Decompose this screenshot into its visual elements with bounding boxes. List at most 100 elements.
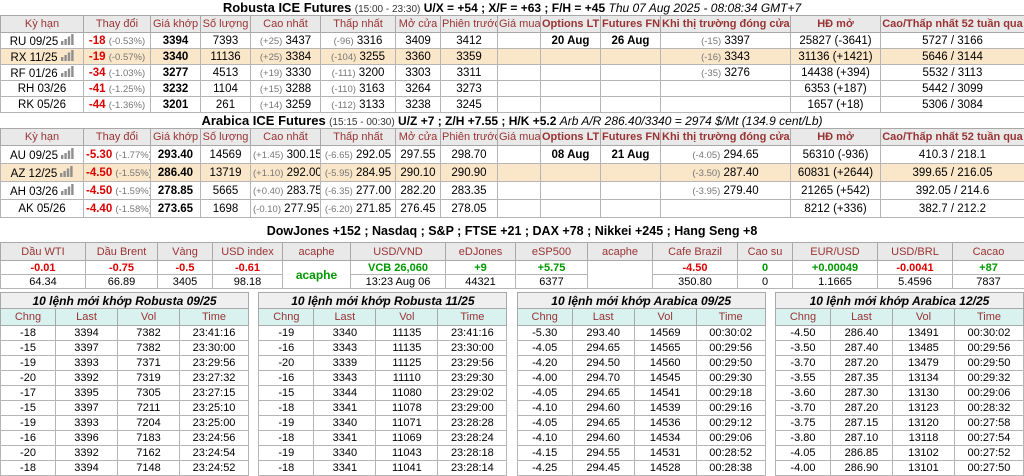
options-ltd-cell — [541, 182, 601, 200]
chart-icon[interactable] — [61, 66, 74, 77]
prev-session-cell: 283.35 — [441, 182, 498, 200]
market-change-cell: +87 — [953, 261, 1024, 275]
contract-cell[interactable]: AH 03/26 — [1, 182, 84, 200]
bid-cell — [498, 182, 541, 200]
last-price-cell: 293.40 — [151, 146, 201, 164]
market-col-header: USD/BRL — [878, 243, 953, 261]
chart-icon[interactable] — [61, 148, 74, 159]
chart-icon[interactable] — [60, 166, 73, 177]
trade-col-header: Time — [438, 309, 507, 326]
contract-cell[interactable]: AK 05/26 — [1, 200, 84, 218]
trade-chng-cell: -3.60 — [775, 386, 830, 401]
market-change-cell: +5.75 — [516, 261, 588, 275]
market-value-cell: 350.80 — [653, 275, 738, 289]
market-col-header: eDJones — [446, 243, 516, 261]
contract-cell[interactable]: AZ 12/25 — [1, 164, 84, 182]
trade-vol-cell: 14565 — [634, 341, 696, 356]
trade-vol-cell: 14569 — [634, 326, 696, 341]
trade-last-cell: 294.60 — [572, 431, 634, 446]
trade-last-cell: 3394 — [56, 326, 118, 341]
market-value-cell: 0 — [738, 275, 793, 289]
col-header: Cao nhất — [251, 129, 321, 146]
trade-last-cell: 287.20 — [830, 401, 892, 416]
trade-table-title: 10 lệnh mới khớp Robusta 11/25 — [259, 293, 507, 309]
market-value-cell: 13:23 Aug 06 — [351, 275, 446, 289]
trade-vol-cell: 7183 — [118, 431, 180, 446]
contract-cell[interactable]: RX 11/25 — [1, 49, 84, 65]
trade-chng-cell: -16 — [259, 371, 314, 386]
market-change-cell: -0.75 — [86, 261, 158, 275]
trade-chng-cell: -15 — [1, 401, 56, 416]
last-price-cell: 273.65 — [151, 200, 201, 218]
trade-time-cell: 23:41:16 — [438, 326, 507, 341]
bid-cell — [498, 164, 541, 182]
trade-vol-cell: 14539 — [634, 401, 696, 416]
trade-chng-cell: -19 — [1, 356, 56, 371]
change-cell: -4.50 (-1.55%) — [84, 164, 151, 182]
col-header: Options LTD — [541, 16, 601, 33]
contract-cell[interactable]: RU 09/25 — [1, 33, 84, 49]
trade-chng-cell: -4.05 — [517, 386, 572, 401]
market-col-header: Cacao — [953, 243, 1024, 261]
trade-col-header: Vol — [376, 309, 438, 326]
chart-icon[interactable] — [61, 34, 74, 45]
trade-chng-cell: -4.25 — [517, 461, 572, 476]
contract-cell[interactable]: RH 03/26 — [1, 81, 84, 97]
market-col-header: acaphe — [588, 243, 653, 261]
contract-cell[interactable]: RK 05/26 — [1, 97, 84, 113]
trade-table-title: 10 lệnh mới khớp Arabica 09/25 — [517, 293, 765, 309]
open-cell: 3303 — [396, 65, 441, 81]
col-header: Options LTD — [541, 129, 601, 146]
change-cell: -19 (-0.57%) — [84, 49, 151, 65]
futures-fnd-cell — [601, 97, 661, 113]
trade-col-header: Vol — [634, 309, 696, 326]
prev-session-cell: 3412 — [441, 33, 498, 49]
trade-chng-cell: -19 — [259, 416, 314, 431]
trade-time-cell: 23:28:28 — [438, 416, 507, 431]
trade-last-cell: 3340 — [314, 326, 376, 341]
trade-chng-cell: -4.00 — [517, 371, 572, 386]
trade-time-cell: 23:29:00 — [438, 401, 507, 416]
range52-cell: 5442 / 3099 — [881, 81, 1024, 97]
chart-icon[interactable] — [61, 184, 74, 195]
trade-col-header: Vol — [118, 309, 180, 326]
trade-vol-cell: 11110 — [376, 371, 438, 386]
trade-time-cell: 23:29:56 — [438, 356, 507, 371]
trade-last-cell: 286.90 — [830, 461, 892, 476]
market-value-cell: 44321 — [446, 275, 516, 289]
chart-icon[interactable] — [61, 50, 74, 61]
contract-cell[interactable]: AU 09/25 — [1, 146, 84, 164]
trade-chng-cell: -17 — [1, 386, 56, 401]
trade-chng-cell: -4.50 — [775, 326, 830, 341]
trade-vol-cell: 11071 — [376, 416, 438, 431]
change-cell: -34 (-1.03%) — [84, 65, 151, 81]
trade-time-cell: 23:29:02 — [438, 386, 507, 401]
bid-cell — [498, 81, 541, 97]
last-price-cell: 286.40 — [151, 164, 201, 182]
col-header: Kỳ hạn — [1, 16, 84, 33]
arabica-spreads: U/Z +7 ; Z/H +7.55 ; H/K +5.2 — [398, 114, 556, 128]
change-cell: -4.40 (-1.58%) — [84, 200, 151, 218]
settlement-cell: (-35) 3276 — [661, 65, 791, 81]
last-price-cell: 3201 — [151, 97, 201, 113]
contract-cell[interactable]: RF 01/26 — [1, 65, 84, 81]
trade-last-cell: 3395 — [56, 386, 118, 401]
trade-last-cell: 294.70 — [572, 371, 634, 386]
arbitrage-note: Arb A/R 286.40/3340 = 2974 $/Mt (134.9 c… — [560, 114, 823, 128]
trade-vol-cell: 13479 — [892, 356, 954, 371]
trade-time-cell: 23:27:32 — [180, 371, 249, 386]
futures-fnd-cell — [601, 81, 661, 97]
volume-cell: 261 — [201, 97, 251, 113]
